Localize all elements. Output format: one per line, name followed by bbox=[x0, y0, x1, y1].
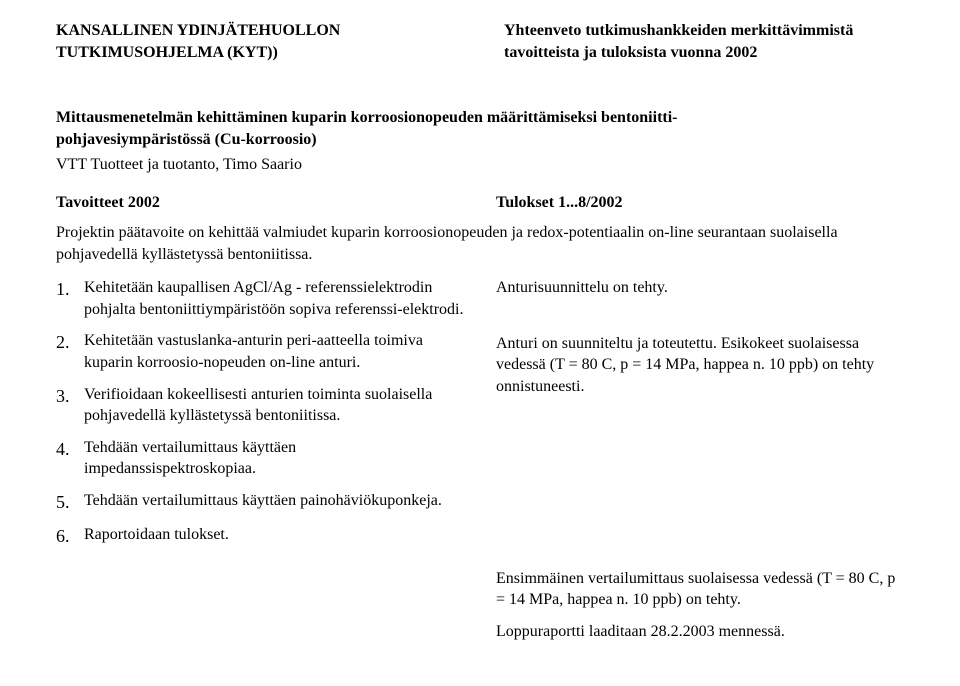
project-title-line2: pohjavesiympäristössä (Cu-korroosio) bbox=[56, 129, 904, 151]
goal-item: 3. Verifioidaan kokeellisesti anturien t… bbox=[56, 384, 466, 427]
column-goals: Tavoitteet 2002 bbox=[56, 194, 466, 222]
page-header: KANSALLINEN YDINJÄTEHUOLLON TUTKIMUSOHJE… bbox=[56, 20, 904, 63]
goal-item: 6. Raportoidaan tulokset. bbox=[56, 524, 466, 548]
project-intro: Projektin päätavoite on kehittää valmiud… bbox=[56, 222, 904, 265]
result-1: Anturisuunnittelu on tehty. bbox=[496, 277, 904, 299]
result-5: Ensimmäinen vertailumittaus suolaisessa … bbox=[496, 568, 904, 611]
goal-number: 4. bbox=[56, 437, 84, 480]
goals-list: 1. Kehitetään kaupallisen AgCl/Ag - refe… bbox=[56, 277, 466, 548]
goals-list-container: 1. Kehitetään kaupallisen AgCl/Ag - refe… bbox=[56, 277, 466, 652]
document-page: KANSALLINEN YDINJÄTEHUOLLON TUTKIMUSOHJE… bbox=[0, 0, 960, 672]
goal-text: Verifioidaan kokeellisesti anturien toim… bbox=[84, 384, 466, 427]
header-right-line2: tavoitteista ja tuloksista vuonna 2002 bbox=[504, 42, 904, 64]
header-left: KANSALLINEN YDINJÄTEHUOLLON TUTKIMUSOHJE… bbox=[56, 20, 476, 63]
goal-item: 5. Tehdään vertailumittaus käyttäen pain… bbox=[56, 490, 466, 514]
results-container: Anturisuunnittelu on tehty. Anturi on su… bbox=[496, 277, 904, 652]
goal-number: 1. bbox=[56, 277, 84, 320]
column-results-head: Tulokset 1...8/2002 bbox=[496, 194, 904, 222]
header-right: Yhteenveto tutkimushankkeiden merkittävi… bbox=[504, 20, 904, 63]
goal-text: Tehdään vertailumittaus käyttäen impedan… bbox=[84, 437, 466, 480]
results-heading: Tulokset 1...8/2002 bbox=[496, 194, 904, 212]
goal-item: 2. Kehitetään vastuslanka-anturin peri-a… bbox=[56, 330, 466, 373]
goal-number: 3. bbox=[56, 384, 84, 427]
result-2: Anturi on suunniteltu ja toteutettu. Esi… bbox=[496, 333, 904, 398]
two-column-layout: Tavoitteet 2002 Tulokset 1...8/2002 bbox=[56, 194, 904, 222]
goal-text: Tehdään vertailumittaus käyttäen painohä… bbox=[84, 490, 466, 514]
goal-number: 6. bbox=[56, 524, 84, 548]
goal-number: 2. bbox=[56, 330, 84, 373]
header-left-line2: TUTKIMUSOHJELMA (KYT)) bbox=[56, 42, 476, 64]
project-title-line1: Mittausmenetelmän kehittäminen kuparin k… bbox=[56, 107, 904, 129]
goal-item: 1. Kehitetään kaupallisen AgCl/Ag - refe… bbox=[56, 277, 466, 320]
goal-text: Raportoidaan tulokset. bbox=[84, 524, 466, 548]
result-6: Loppuraportti laaditaan 28.2.2003 mennes… bbox=[496, 621, 904, 643]
goal-number: 5. bbox=[56, 490, 84, 514]
goal-text: Kehitetään kaupallisen AgCl/Ag - referen… bbox=[84, 277, 466, 320]
goals-results-row: 1. Kehitetään kaupallisen AgCl/Ag - refe… bbox=[56, 277, 904, 652]
project-byline: VTT Tuotteet ja tuotanto, Timo Saario bbox=[56, 154, 904, 176]
project-title: Mittausmenetelmän kehittäminen kuparin k… bbox=[56, 107, 904, 150]
goal-text: Kehitetään vastuslanka-anturin peri-aatt… bbox=[84, 330, 466, 373]
spacer bbox=[496, 309, 904, 333]
header-right-line1: Yhteenveto tutkimushankkeiden merkittävi… bbox=[504, 20, 904, 42]
goal-item: 4. Tehdään vertailumittaus käyttäen impe… bbox=[56, 437, 466, 480]
header-left-line1: KANSALLINEN YDINJÄTEHUOLLON bbox=[56, 20, 476, 42]
goals-heading: Tavoitteet 2002 bbox=[56, 194, 466, 212]
spacer bbox=[496, 408, 904, 568]
